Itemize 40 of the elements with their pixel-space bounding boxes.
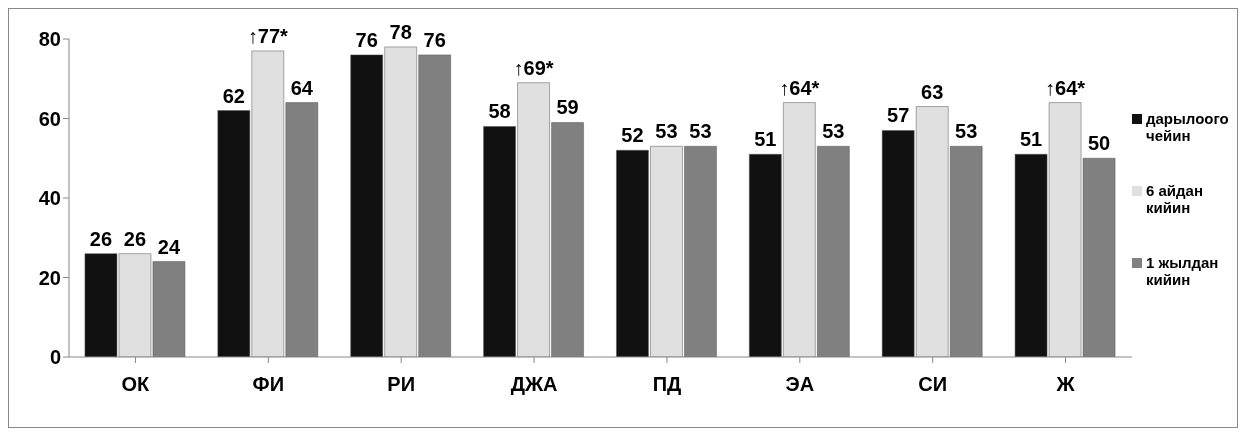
data-label: 53 <box>822 120 845 143</box>
legend-label: 1 жылдан кийин <box>1146 254 1220 288</box>
y-tick-label: 80 <box>38 28 61 51</box>
data-label: ↑77* <box>247 24 289 47</box>
data-label: 76 <box>423 28 446 51</box>
data-label: 51 <box>1019 128 1043 151</box>
y-tick-label: 40 <box>38 187 61 210</box>
data-label: 64 <box>290 76 314 99</box>
x-tick-label: ПД <box>652 373 682 396</box>
data-label: 53 <box>655 120 678 143</box>
data-label: 78 <box>389 20 412 43</box>
x-tick-label: Ж <box>1055 373 1076 396</box>
data-label: 62 <box>222 84 245 107</box>
data-label: 53 <box>689 120 712 143</box>
x-tick-label: ЭА <box>785 373 815 396</box>
legend-label: 6 айдан кийин <box>1146 182 1204 216</box>
data-label: 24 <box>157 235 181 258</box>
x-tick-label: СИ <box>918 373 948 396</box>
y-tick-label: 0 <box>49 346 61 369</box>
data-label: 53 <box>955 120 978 143</box>
x-tick-label: ФИ <box>252 373 285 396</box>
legend-label: дарылоого чейин <box>1146 110 1229 144</box>
data-label: 26 <box>123 227 147 250</box>
y-tick-label: 60 <box>38 107 61 130</box>
data-label: 52 <box>621 124 644 147</box>
data-label: ↑69* <box>513 56 554 79</box>
data-label: 51 <box>754 128 777 151</box>
x-tick-label: РИ <box>387 373 416 396</box>
data-label: 50 <box>1087 132 1111 155</box>
data-label: 63 <box>921 80 944 103</box>
data-label: 58 <box>488 100 511 123</box>
data-label: ↑64* <box>779 76 820 99</box>
data-label: 59 <box>556 96 579 119</box>
x-tick-label: ОК <box>121 373 151 396</box>
data-label: 76 <box>355 28 378 51</box>
data-label: 57 <box>887 104 910 127</box>
data-label: ↑64* <box>1045 76 1086 99</box>
data-label: 26 <box>89 227 113 250</box>
y-tick-label: 20 <box>38 266 61 289</box>
x-tick-label: ДЖА <box>510 373 558 396</box>
